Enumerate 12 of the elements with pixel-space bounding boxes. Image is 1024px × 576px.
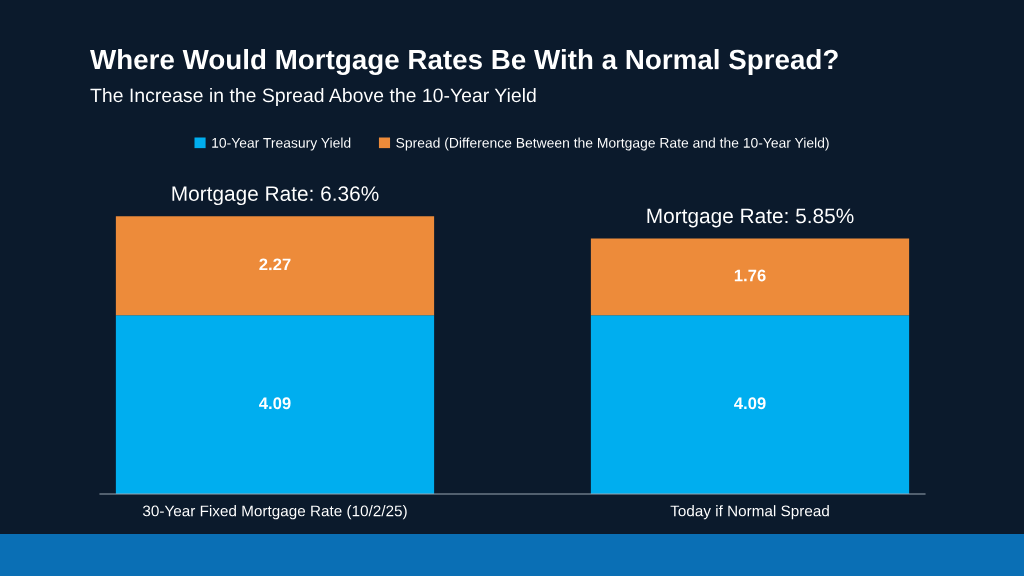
legend-label: 10-Year Treasury Yield bbox=[212, 137, 351, 151]
legend-label: Spread (Difference Between the Mortgage Rate and the 10-Year Yield) bbox=[396, 137, 829, 151]
x-tick-label: Today if Normal Spread bbox=[670, 505, 829, 520]
chart-title: Where Would Mortgage Rates Be With a Normal Spread? bbox=[90, 48, 838, 76]
data-label: 4.09 bbox=[734, 397, 766, 410]
total-label: Mortgage Rate: 5.85% bbox=[647, 208, 854, 228]
total-label: Mortgage Rate: 6.36% bbox=[172, 186, 379, 206]
chart-subtitle: The Increase in the Spread Above the 10-Year Yield bbox=[90, 87, 536, 107]
data-label: 1.76 bbox=[734, 269, 766, 282]
x-tick-label: 30-Year Fixed Mortgage Rate (10/2/25) bbox=[142, 505, 407, 520]
data-label: 4.09 bbox=[259, 397, 291, 410]
data-label: 2.27 bbox=[259, 258, 291, 271]
